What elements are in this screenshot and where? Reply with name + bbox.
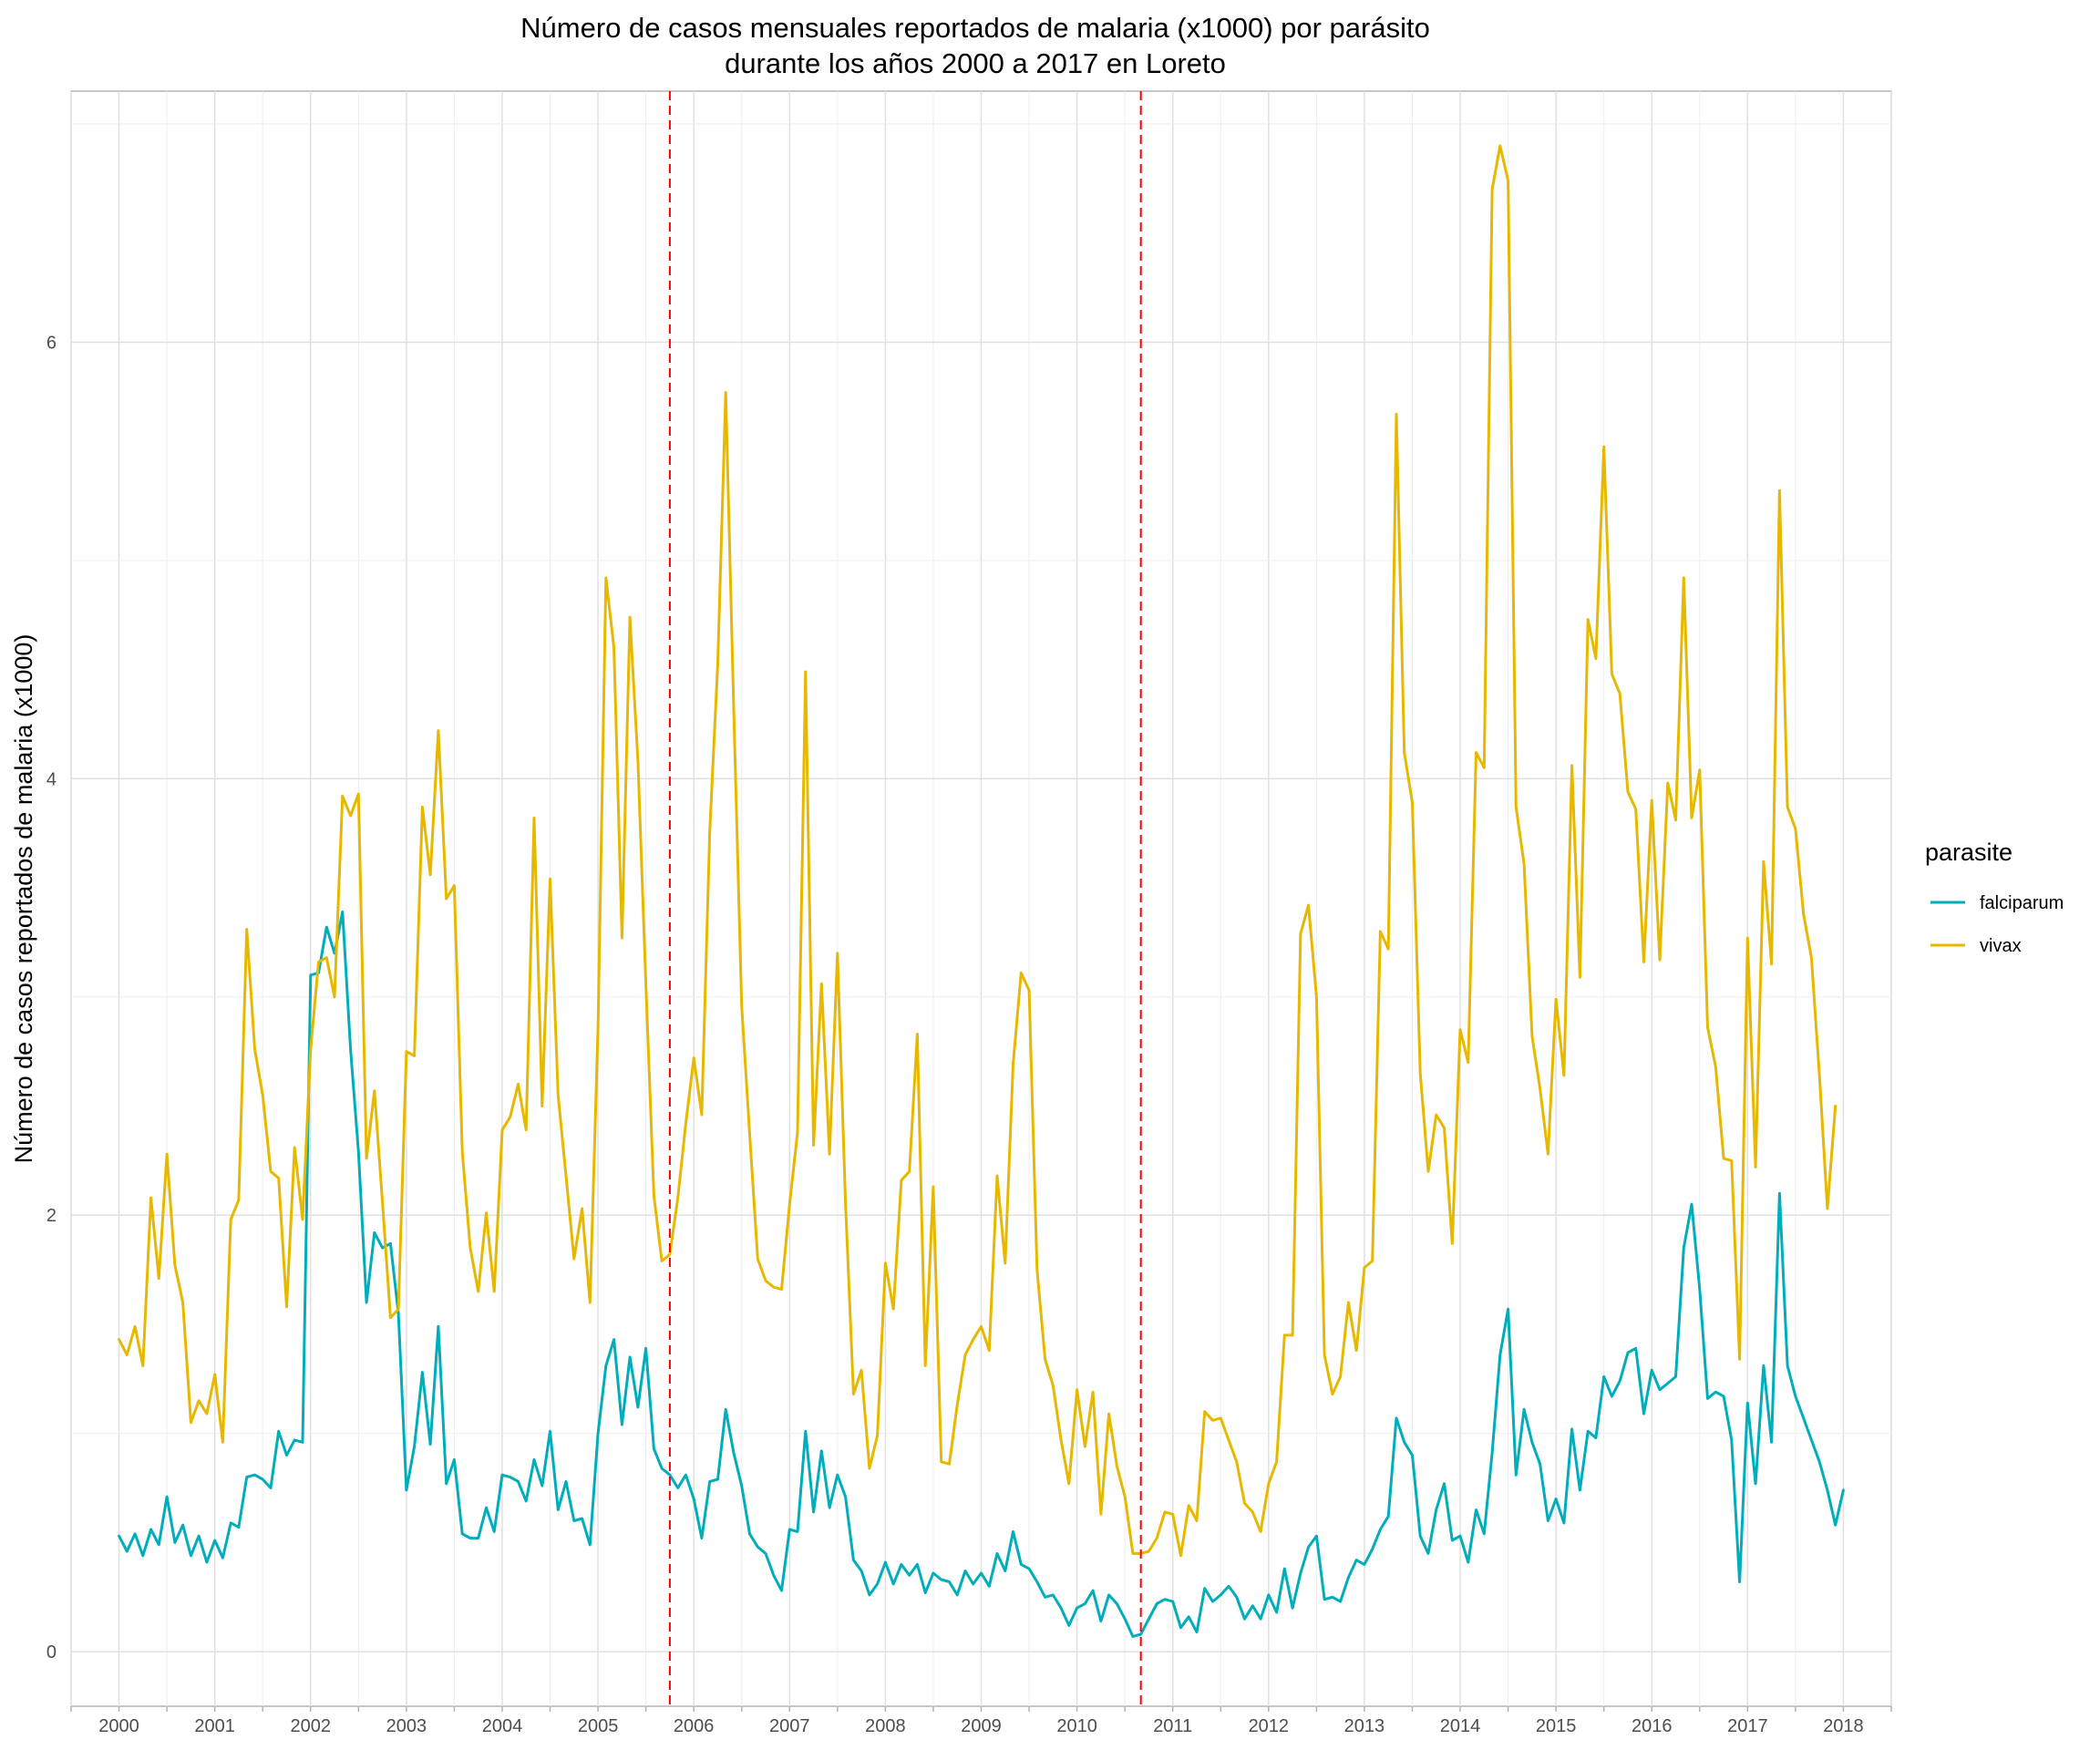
series-line-vivax	[118, 144, 1838, 1558]
x-tick-label: 2015	[1536, 1716, 1577, 1736]
legend: parasite falciparum vivax	[1925, 839, 2064, 956]
x-tick-label: 2002	[291, 1716, 332, 1736]
x-tick-label: 2009	[961, 1716, 1002, 1736]
legend-title: parasite	[1925, 839, 2012, 866]
x-tick-label: 2005	[578, 1716, 619, 1736]
x-tick-label: 2007	[769, 1716, 810, 1736]
x-tick-label: 2010	[1056, 1716, 1097, 1736]
x-tick-label: 2004	[482, 1716, 523, 1736]
x-tick-label: 2003	[386, 1716, 427, 1736]
chart-subtitle: durante los años 2000 a 2017 en Loreto	[725, 47, 1226, 79]
y-tick-label: 2	[46, 1206, 57, 1226]
x-tick-label: 2006	[674, 1716, 715, 1736]
legend-label-vivax: vivax	[1980, 936, 2022, 956]
x-tick-label: 2012	[1249, 1716, 1290, 1736]
series-line-falciparum	[118, 910, 1845, 1638]
chart-title: Número de casos mensuales reportados de …	[520, 12, 1430, 44]
x-tick-label: 2016	[1632, 1716, 1673, 1736]
x-tick-label: 2011	[1153, 1716, 1192, 1736]
y-tick-label: 4	[46, 769, 57, 789]
y-tick-label: 6	[46, 333, 57, 353]
x-tick-label: 2001	[194, 1716, 235, 1736]
x-tick-label: 2014	[1440, 1716, 1481, 1736]
x-tick-label: 2018	[1823, 1716, 1864, 1736]
x-tick-label: 2017	[1727, 1716, 1768, 1736]
legend-label-falciparum: falciparum	[1980, 893, 2064, 913]
x-tick-label: 2013	[1344, 1716, 1385, 1736]
x-tick-label: 2008	[865, 1716, 906, 1736]
x-tick-label: 2000	[98, 1716, 139, 1736]
y-tick-label: 0	[46, 1642, 57, 1662]
y-axis-title: Número de casos reportados de malaria (x…	[10, 634, 37, 1164]
